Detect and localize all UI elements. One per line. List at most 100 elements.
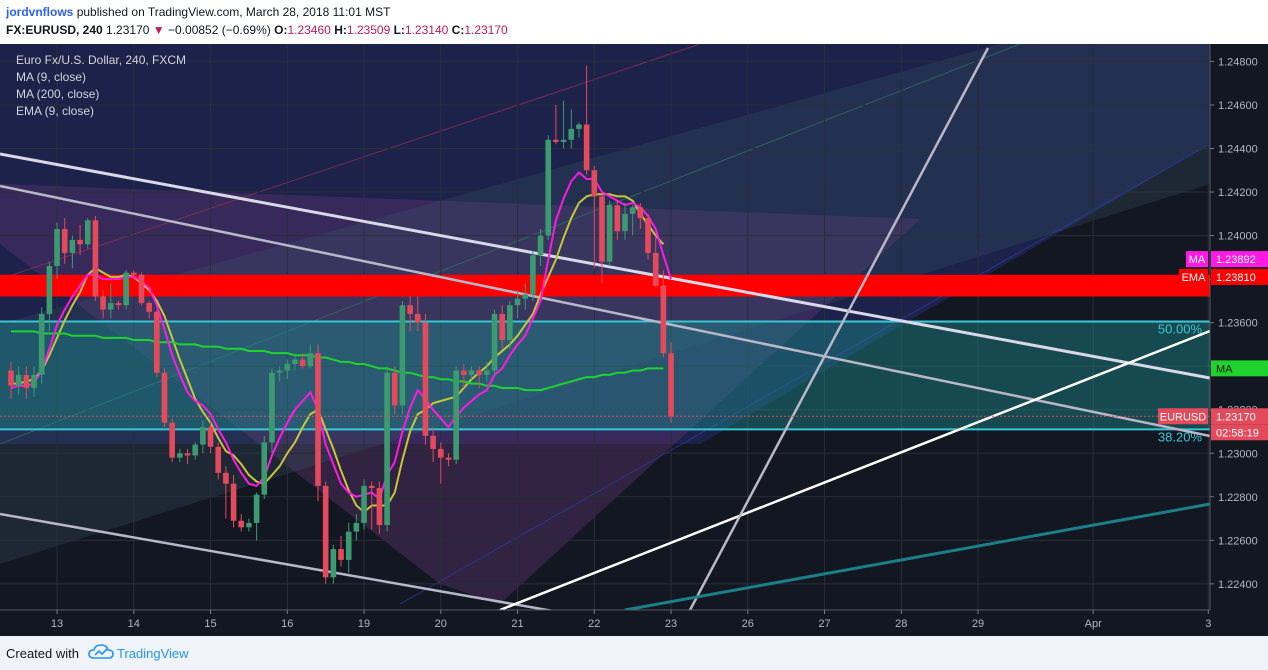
price-tick-label: 1.24000	[1218, 231, 1258, 243]
candle	[361, 479, 367, 530]
channel-fill-shape	[0, 44, 1210, 444]
high-label: H:	[334, 23, 347, 37]
candle-body	[507, 305, 513, 341]
candle	[54, 222, 60, 280]
candle-body	[476, 370, 482, 375]
candle	[553, 104, 559, 145]
candle	[61, 218, 68, 264]
created-with-text: Created with	[6, 646, 79, 661]
candle	[299, 353, 306, 369]
legend-ma9[interactable]: MA (9, close)	[16, 70, 87, 84]
time-axis[interactable]: 13 14 15 16 19 20 21 22 23 26 27 28 29 Apr 3	[0, 609, 1268, 636]
candle-body	[345, 531, 352, 560]
price-tag-badge	[1179, 268, 1208, 285]
legend: Euro Fx/U.S. Dollar, 240, FXCM MA (9, cl…	[16, 52, 186, 120]
candle	[230, 475, 237, 528]
candle-body	[138, 274, 145, 304]
candle	[8, 361, 14, 399]
candle-body	[123, 272, 129, 306]
price-label-badge	[1211, 360, 1268, 377]
candle	[422, 313, 429, 445]
candle-body	[668, 353, 674, 417]
price-chart[interactable]: 50.00% 38.20% 1.22400 1.22600 1.22800 1.2300…	[0, 43, 1268, 636]
candle-body	[284, 364, 291, 371]
candle	[169, 418, 175, 462]
candle-body	[530, 255, 536, 295]
ma-9-line	[11, 193, 665, 514]
candle-body	[553, 139, 559, 142]
fib-retracement[interactable]: 50.00% 38.20%	[0, 320, 1210, 445]
legend-ema9[interactable]: EMA (9, close)	[16, 104, 95, 118]
candle-body	[15, 374, 22, 386]
chart-header: jordvnflows published on TradingView.com…	[0, 0, 1268, 44]
high-value: 1.23509	[346, 23, 391, 37]
candle-body	[230, 483, 237, 521]
candle-body	[31, 374, 37, 388]
price-axis[interactable]: 1.224001.226001.228001.230001.232001.234…	[1209, 44, 1268, 636]
candle	[307, 344, 314, 369]
candle	[576, 122, 582, 138]
ema-9-line	[10, 171, 673, 501]
candle-body	[468, 370, 475, 375]
candle	[207, 420, 214, 454]
candle	[376, 481, 383, 534]
candle-body	[69, 239, 76, 253]
candle	[69, 235, 76, 269]
price-tick-label: 1.22600	[1218, 535, 1258, 547]
time-tick-label: 20	[435, 618, 447, 630]
author-link[interactable]: jordvnflows	[6, 5, 74, 19]
candle	[507, 300, 513, 349]
candle	[353, 514, 360, 541]
candle	[238, 514, 245, 532]
price-label-badge	[1211, 268, 1268, 285]
candle-body	[184, 453, 191, 456]
candle	[138, 272, 145, 306]
candle	[560, 100, 567, 149]
candle-body	[453, 370, 459, 460]
candle	[292, 355, 298, 371]
chart-area[interactable]: 50.00% 38.20% 1.22400 1.22600 1.22800 1.2300…	[0, 43, 1268, 636]
time-tick-label: 28	[895, 618, 907, 630]
resistance-zone[interactable]	[0, 274, 1210, 297]
candle	[591, 165, 598, 269]
candle	[407, 296, 413, 332]
candle	[614, 200, 621, 240]
candle	[660, 270, 667, 358]
candle	[23, 366, 30, 399]
low-value: 1.23140	[404, 23, 449, 37]
candle	[461, 364, 467, 388]
candle-body	[537, 235, 544, 256]
countdown-text: 02:58:19	[1216, 427, 1259, 439]
trend-lines[interactable]	[0, 47, 1211, 616]
price-label-text: 1.23170	[1216, 411, 1256, 423]
candle	[391, 366, 398, 415]
candle	[123, 270, 129, 310]
candle	[269, 368, 275, 454]
candle-body	[38, 313, 45, 375]
tradingview-brand-link[interactable]: TradingView	[117, 646, 189, 661]
candle	[46, 261, 53, 332]
candle-body	[338, 549, 344, 560]
candle-body	[414, 313, 421, 323]
band-fill-shape	[0, 44, 1210, 564]
legend-ma200[interactable]: MA (200, close)	[16, 87, 100, 101]
price-tag-text: EMA	[1182, 272, 1207, 284]
candle-body	[599, 196, 605, 262]
candle-body	[652, 252, 659, 286]
candle-body	[353, 522, 360, 532]
candle	[583, 65, 590, 175]
candle-body	[361, 485, 367, 523]
channel-line	[399, 143, 1211, 605]
fib-level-label: 50.00%	[1158, 322, 1203, 337]
candle	[414, 296, 421, 332]
publish-line: jordvnflows published on TradingView.com…	[6, 5, 390, 19]
candle	[246, 518, 252, 532]
candle	[223, 466, 229, 519]
time-tick-label: 21	[511, 618, 523, 630]
channel-line	[0, 43, 1021, 445]
candle-body	[545, 139, 552, 236]
price-label-badge	[1211, 408, 1268, 425]
price-label-badge	[1211, 251, 1268, 268]
candle-body	[376, 488, 383, 526]
candle-body	[269, 372, 275, 443]
